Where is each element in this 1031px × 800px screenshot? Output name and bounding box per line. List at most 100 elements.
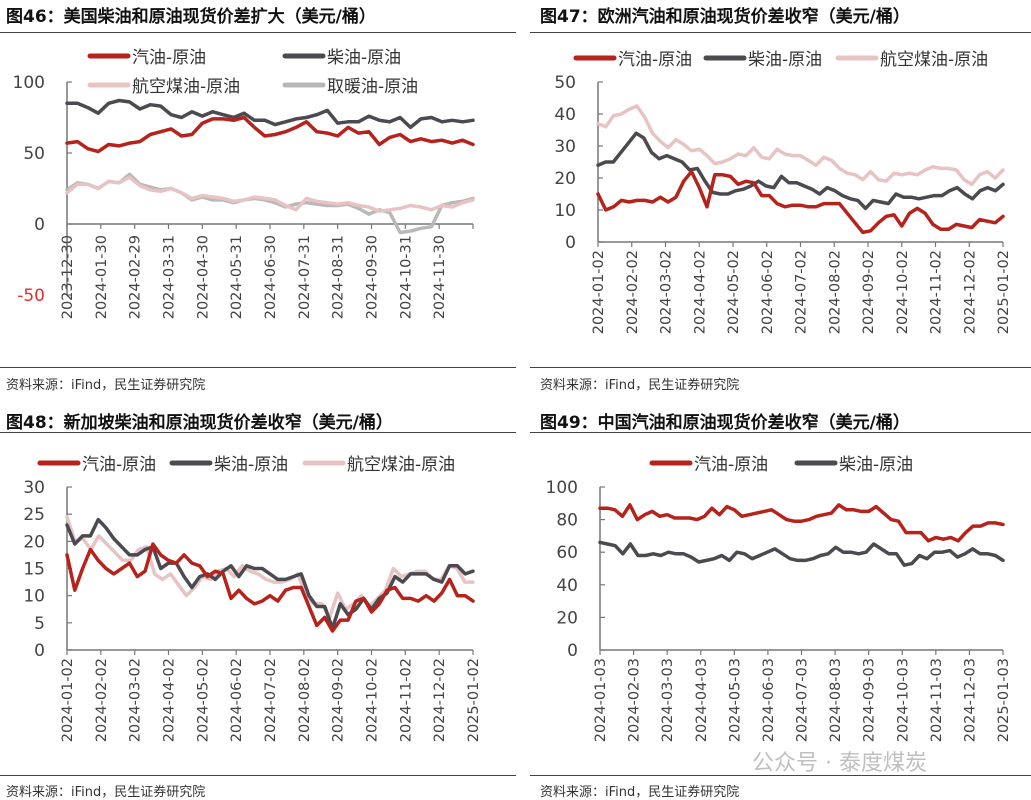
legend-label: 汽油-原油 xyxy=(132,48,206,68)
x-tick-label: 2024-12-02 xyxy=(432,658,448,742)
chart-3: 100 80 60 40 20 0 2024-01-03 2024-02-03 2024-03-… xyxy=(546,455,1012,742)
series-line-diesel xyxy=(596,131,1005,211)
x-tick-label: 2024-12-02 xyxy=(962,250,978,334)
x-tick-label: 2024-05-31 xyxy=(229,235,245,319)
legend-label: 汽油-原油 xyxy=(618,50,692,70)
x-tick-label: 2024-06-30 xyxy=(263,235,279,319)
x-tick-label: 2024-11-03 xyxy=(929,658,945,742)
chart-2: 30 25 20 15 10 5 0 2024-01-02 2024-02-02 2024-03-… xyxy=(23,455,482,742)
x-tick-label: 2024-02-02 xyxy=(625,250,641,334)
x-tick-label: 2024-04-03 xyxy=(694,658,710,742)
y-tick-label: 20 xyxy=(23,532,45,552)
series-line-diesel xyxy=(65,98,475,130)
figure-47-source: 资料来源：iFind，民生证券研究院 xyxy=(540,378,740,393)
y-tick-label: 60 xyxy=(556,543,578,563)
x-tick-label: 2024-05-02 xyxy=(195,658,211,742)
x-tick-label: 2024-06-03 xyxy=(761,658,777,742)
x-tick-label: 2024-08-02 xyxy=(297,658,313,742)
y-tick-label: 30 xyxy=(554,137,576,157)
x-tick-label: 2024-07-02 xyxy=(263,658,279,742)
x-tick-label: 2024-10-03 xyxy=(895,658,911,742)
y-tick-label: -50 xyxy=(17,286,45,306)
y-tick-label: 0 xyxy=(34,215,45,235)
x-tick-label: 2024-01-02 xyxy=(591,250,607,334)
legend-label: 汽油-原油 xyxy=(694,455,768,475)
x-tick-label: 2023-12-30 xyxy=(60,235,76,319)
x-tick-label: 2024-03-31 xyxy=(162,235,178,319)
chart-1: 50 40 30 20 10 0 2024-01-02 2024-02-02 2024-03-0… xyxy=(554,50,1012,334)
y-tick-label: 20 xyxy=(554,169,576,189)
x-tick-label: 2024-01-30 xyxy=(94,235,110,319)
y-tick-label: 0 xyxy=(34,641,45,661)
x-tick-label: 2024-07-31 xyxy=(297,235,313,319)
y-tick-label: 15 xyxy=(23,560,45,580)
x-tick-label: 2024-03-03 xyxy=(660,658,676,742)
series-line-gasoline xyxy=(65,115,475,154)
x-tick-label: 2024-07-02 xyxy=(794,250,810,334)
y-tick-label: 40 xyxy=(556,576,578,596)
y-tick-label: 10 xyxy=(554,201,576,221)
legend-label: 取暖油-原油 xyxy=(327,77,418,97)
x-tick-label: 2025-01-02 xyxy=(996,250,1012,334)
y-tick-label: 25 xyxy=(23,505,45,525)
figure-46-source: 资料来源：iFind，民生证券研究院 xyxy=(6,378,206,393)
x-tick-label: 2024-04-02 xyxy=(162,658,178,742)
legend-label: 航空煤油-原油 xyxy=(347,455,455,475)
y-tick-label: 5 xyxy=(34,614,45,634)
series-line-diesel xyxy=(598,540,1005,567)
legend-label: 柴油-原油 xyxy=(214,455,288,475)
x-tick-label: 2024-11-02 xyxy=(398,658,414,742)
source-divider xyxy=(530,367,1031,368)
series-line-gasoline xyxy=(65,542,475,633)
x-tick-label: 2024-01-02 xyxy=(60,658,76,742)
y-tick-label: 100 xyxy=(546,478,578,498)
source-divider xyxy=(0,775,516,776)
x-tick-label: 2024-03-02 xyxy=(659,250,675,334)
x-tick-label: 2024-04-02 xyxy=(692,250,708,334)
title-divider xyxy=(530,32,1031,33)
y-tick-label: 100 xyxy=(13,73,45,93)
figure-49-source: 资料来源：iFind，民生证券研究院 xyxy=(540,785,740,800)
y-tick-label: 80 xyxy=(556,511,578,531)
chart-0: 100 50 0 -50 2023-12-30 2024-01-30 2024-02-29 2… xyxy=(13,48,475,319)
x-tick-label: 2024-05-03 xyxy=(727,658,743,742)
x-tick-label: 2024-09-02 xyxy=(331,658,347,742)
title-divider xyxy=(530,432,1031,433)
x-tick-label: 2024-06-02 xyxy=(760,250,776,334)
series-line-jet xyxy=(65,515,475,620)
x-tick-label: 2025-01-02 xyxy=(466,658,482,742)
y-tick-label: 50 xyxy=(23,144,45,164)
legend-label: 汽油-原油 xyxy=(82,455,156,475)
series-line-jet xyxy=(65,175,475,213)
legend-label: 柴油-原油 xyxy=(839,455,913,475)
series-line-jet xyxy=(596,104,1005,187)
y-tick-label: 20 xyxy=(556,608,578,628)
x-tick-label: 2024-12-03 xyxy=(962,658,978,742)
x-tick-label: 2024-01-03 xyxy=(593,658,609,742)
x-tick-label: 2024-05-02 xyxy=(726,250,742,334)
x-tick-label: 2024-10-31 xyxy=(398,235,414,319)
y-tick-label: 10 xyxy=(23,587,45,607)
y-tick-label: 40 xyxy=(554,105,576,125)
x-tick-label: 2024-11-30 xyxy=(432,235,448,319)
x-tick-label: 2024-06-02 xyxy=(229,658,245,742)
x-tick-label: 2024-02-29 xyxy=(128,235,144,319)
x-tick-label: 2024-10-02 xyxy=(895,250,911,334)
series-line-gasoline xyxy=(596,169,1005,235)
legend-label: 航空煤油-原油 xyxy=(880,50,988,70)
figure-49-title: 图49：中国汽油和原油现货价差收窄（美元/桶） xyxy=(540,413,910,433)
x-tick-label: 2024-09-30 xyxy=(365,235,381,319)
title-divider xyxy=(0,32,516,33)
x-tick-label: 2024-08-02 xyxy=(827,250,843,334)
y-tick-label: 0 xyxy=(567,641,578,661)
figure-48-source: 资料来源：iFind，民生证券研究院 xyxy=(6,785,206,800)
x-tick-label: 2024-11-02 xyxy=(929,250,945,334)
x-tick-label: 2024-04-30 xyxy=(195,235,211,319)
title-divider xyxy=(0,432,516,433)
watermark: 公众号 · 泰度煤炭 xyxy=(752,751,927,776)
y-tick-label: 50 xyxy=(554,73,576,93)
figure-47-title: 图47：欧洲汽油和原油现货价差收窄（美元/桶） xyxy=(540,7,910,27)
x-tick-label: 2024-10-02 xyxy=(365,658,381,742)
x-tick-label: 2024-02-03 xyxy=(627,658,643,742)
